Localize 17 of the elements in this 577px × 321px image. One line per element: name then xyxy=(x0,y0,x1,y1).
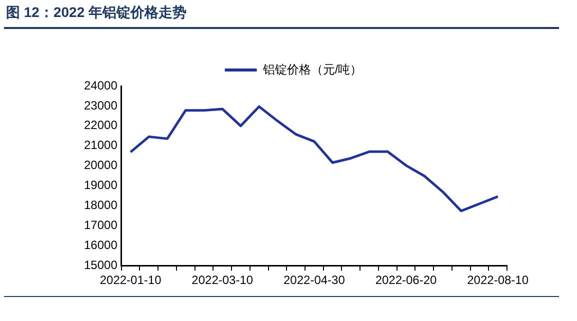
x-tick-label: 2022-08-10 xyxy=(467,273,529,288)
y-tick-label: 16000 xyxy=(84,238,118,252)
y-tick-label: 21000 xyxy=(84,138,118,152)
y-tick-label: 18000 xyxy=(84,198,118,212)
y-tick-label: 15000 xyxy=(84,258,118,272)
y-tick-label: 17000 xyxy=(84,218,118,232)
y-tick-label: 24000 xyxy=(84,78,118,92)
y-tick-label: 23000 xyxy=(84,98,118,112)
x-tick-label: 2022-03-10 xyxy=(192,273,254,288)
legend-label: 铝锭价格（元/吨） xyxy=(262,62,362,76)
x-tick-label: 2022-06-20 xyxy=(375,273,438,288)
y-tick-label: 22000 xyxy=(84,118,118,132)
y-tick-label: 19000 xyxy=(84,178,118,192)
x-tick-label: 2022-04-30 xyxy=(283,273,346,288)
y-tick-label: 20000 xyxy=(84,158,118,172)
chart-title: 图 12：2022 年铝锭价格走势 xyxy=(6,4,186,22)
x-tick-label: 2022-01-10 xyxy=(100,273,162,288)
